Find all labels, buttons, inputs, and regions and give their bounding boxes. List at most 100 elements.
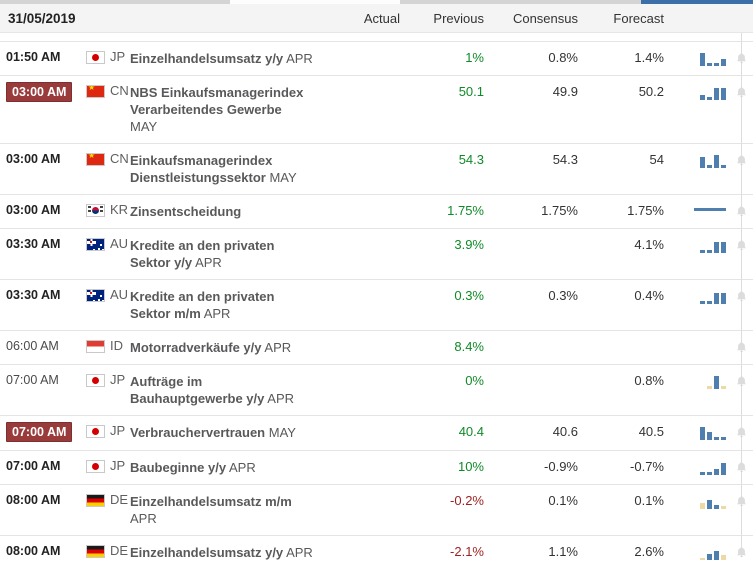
- alert-bell-icon[interactable]: [735, 340, 748, 354]
- event-name-cell: NBS Einkaufsmanagerindex Verarbeitendes …: [130, 76, 352, 143]
- alert-bell-icon[interactable]: [735, 425, 748, 439]
- calendar-event-row: 07:00 AM JP Aufträge im Bauhauptgewerbe …: [0, 364, 753, 415]
- alert-cell[interactable]: [730, 144, 753, 194]
- mini-chart-bar: [714, 242, 719, 253]
- alert-bell-icon[interactable]: [735, 204, 748, 218]
- mini-chart-bar: [700, 472, 705, 475]
- alert-bell-icon[interactable]: [735, 51, 748, 65]
- consensus-value: 54.3: [552, 152, 578, 167]
- alert-cell[interactable]: [730, 365, 753, 415]
- alert-bell-icon[interactable]: [735, 238, 748, 252]
- consensus-value: 0.3%: [548, 288, 578, 303]
- mini-chart-bar: [700, 250, 705, 253]
- actual-value: [352, 280, 414, 330]
- mini-chart-bar: [714, 469, 719, 475]
- calendar-event-row: 08:00 AM DE Einzelhandelsumsatz m/m APR -…: [0, 484, 753, 535]
- event-title-link[interactable]: Aufträge im Bauhauptgewerbe y/y: [130, 374, 265, 406]
- alert-cell[interactable]: [730, 416, 753, 450]
- flag-jp-icon: [86, 460, 105, 473]
- event-time: 03:30 AM: [6, 288, 61, 302]
- forecast-value: 0.1%: [634, 493, 664, 508]
- mini-chart-bar: [700, 503, 705, 509]
- alert-bell-icon[interactable]: [735, 85, 748, 99]
- country-code: AU: [110, 287, 129, 302]
- country-code: ID: [110, 338, 123, 353]
- event-time-cell: 01:50 AM: [0, 42, 86, 75]
- event-title-link[interactable]: Zinsentscheidung: [130, 204, 242, 219]
- event-name-cell: Kredite an den privaten Sektor y/y APR: [130, 229, 352, 279]
- event-time-cell: 07:00 AM: [0, 416, 86, 450]
- forecast-value: 40.5: [638, 424, 664, 439]
- event-name-cell: Kredite an den privaten Sektor m/m APR: [130, 280, 352, 330]
- forecast-value: [592, 331, 678, 364]
- consensus-value: 0.1%: [548, 493, 578, 508]
- mini-chart-bar: [714, 551, 719, 560]
- event-time-cell: 03:00 AM: [0, 144, 86, 194]
- flag-id-icon: [86, 340, 105, 353]
- alert-bell-icon[interactable]: [735, 460, 748, 474]
- alert-cell[interactable]: [730, 76, 753, 143]
- alert-bell-icon[interactable]: [735, 153, 748, 167]
- event-title-link[interactable]: Einzelhandelsumsatz y/y: [130, 51, 284, 66]
- alert-cell[interactable]: [730, 485, 753, 535]
- consensus-value: 49.9: [552, 84, 578, 99]
- country-code: KR: [110, 202, 129, 217]
- event-title-link[interactable]: NBS Einkaufsmanagerindex Verarbeitendes …: [130, 85, 304, 117]
- country-cell: ID: [86, 331, 130, 364]
- forecast-value: 1.75%: [627, 203, 664, 218]
- event-title-link[interactable]: Einkaufsmanagerindex Dienstleistungssekt…: [130, 153, 273, 185]
- country-cell: JP: [86, 451, 130, 484]
- mini-chart-bar: [714, 376, 719, 389]
- event-title-link[interactable]: Einzelhandelsumsatz m/m: [130, 494, 292, 509]
- alert-cell[interactable]: [730, 280, 753, 330]
- previous-value: 40.4: [458, 424, 484, 439]
- previous-value: 50.1: [458, 84, 484, 99]
- event-period: MAY: [269, 170, 297, 185]
- event-title-link[interactable]: Motorradverkäufe y/y: [130, 340, 262, 355]
- alert-cell[interactable]: [730, 451, 753, 484]
- previous-value: 3.9%: [454, 237, 484, 252]
- country-code: JP: [110, 423, 126, 438]
- event-time: 03:00 AM: [6, 203, 61, 217]
- event-title-link[interactable]: Kredite an den privaten Sektor m/m: [130, 289, 275, 321]
- event-title-link[interactable]: Kredite an den privaten Sektor y/y: [130, 238, 275, 270]
- column-header-actual: Actual: [363, 10, 400, 26]
- history-mini-chart: [678, 485, 730, 535]
- mini-chart-bar: [707, 301, 712, 304]
- mini-chart-bar: [707, 500, 712, 509]
- mini-chart-bars: [700, 493, 726, 509]
- consensus-value: 1.75%: [541, 203, 578, 218]
- alert-bell-icon[interactable]: [735, 494, 748, 508]
- forecast-value: 0.8%: [634, 373, 664, 388]
- mini-chart-bar: [714, 155, 719, 168]
- event-title-link[interactable]: Einzelhandelsumsatz y/y: [130, 545, 284, 560]
- forecast-value: 1.4%: [634, 50, 664, 65]
- mini-chart-bar: [707, 386, 712, 389]
- alert-cell[interactable]: [730, 536, 753, 569]
- calendar-event-row: 06:00 AM ID Motorradverkäufe y/y APR 8.4…: [0, 330, 753, 364]
- event-period: APR: [286, 51, 313, 66]
- mini-chart-bar: [714, 505, 719, 509]
- event-title-link[interactable]: Baubeginne y/y: [130, 460, 227, 475]
- browser-edge-strip: [0, 0, 753, 4]
- country-code: DE: [110, 492, 129, 507]
- alert-cell[interactable]: [730, 42, 753, 75]
- alert-cell[interactable]: [730, 331, 753, 364]
- country-code: JP: [110, 458, 126, 473]
- mini-chart-bars: [700, 288, 726, 304]
- mini-chart-bar: [714, 63, 719, 66]
- alert-bell-icon[interactable]: [735, 289, 748, 303]
- event-time-cell: 07:00 AM: [0, 365, 86, 415]
- alert-bell-icon[interactable]: [735, 374, 748, 388]
- country-cell: CN: [86, 144, 130, 194]
- flag-jp-icon: [86, 51, 105, 64]
- alert-cell[interactable]: [730, 229, 753, 279]
- calendar-event-row: 03:30 AM AU Kredite an den privaten Sekt…: [0, 228, 753, 279]
- mini-chart-bar: [700, 301, 705, 304]
- alert-cell[interactable]: [730, 195, 753, 228]
- event-title-link[interactable]: Verbrauchervertrauen: [130, 425, 266, 440]
- event-name-cell: Motorradverkäufe y/y APR: [130, 331, 352, 364]
- event-period: APR: [264, 340, 292, 355]
- actual-value: [352, 365, 414, 415]
- mini-chart-bar: [707, 554, 712, 560]
